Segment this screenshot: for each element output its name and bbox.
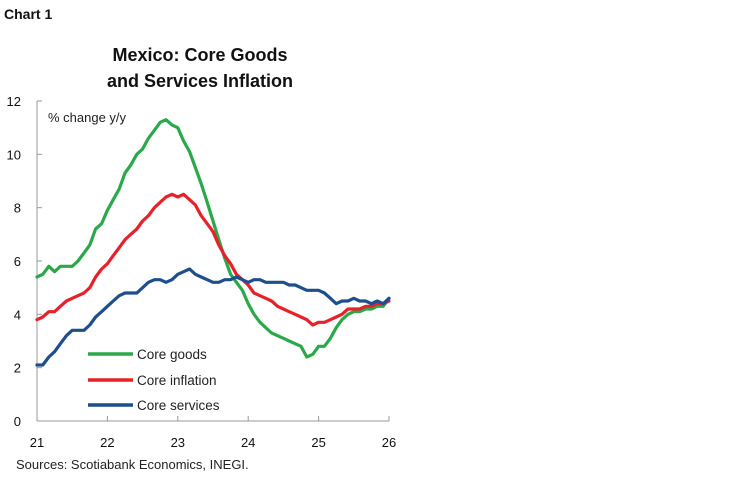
- chart-number-label: Chart 1: [4, 6, 53, 22]
- y-tick-label: 6: [14, 254, 21, 269]
- y-tick-label: 8: [14, 201, 21, 216]
- chart-title-line-2: and Services Inflation: [106, 71, 294, 91]
- y-tick-label: 4: [14, 307, 21, 322]
- source-note: Sources: Scotiabank Economics, INEGI.: [16, 457, 249, 472]
- y-tick-label: 12: [7, 94, 21, 109]
- y-axis-label: % change y/y: [48, 110, 127, 125]
- legend-label: Core goods: [137, 347, 207, 362]
- x-tick-label: 24: [241, 435, 255, 450]
- x-tick-label: 21: [30, 435, 44, 450]
- series-line-core-goods: [35, 118, 391, 359]
- series-line-core-inflation: [35, 192, 391, 327]
- y-tick-label: 10: [7, 147, 21, 162]
- legend: Core goods Core inflation Core services: [88, 347, 220, 413]
- y-tick-label: 2: [14, 361, 21, 376]
- series-group: [35, 118, 391, 367]
- x-tick-label: 25: [311, 435, 325, 450]
- x-tick-label: 22: [100, 435, 114, 450]
- legend-label: Core inflation: [137, 373, 217, 388]
- x-tick-label: 26: [382, 435, 396, 450]
- legend-label: Core services: [137, 398, 220, 413]
- x-tick-label: 23: [171, 435, 185, 450]
- chart-title-line-1: Mexico: Core Goods: [112, 45, 288, 65]
- series-line-core-services: [35, 267, 391, 367]
- y-tick-label: 0: [14, 414, 21, 429]
